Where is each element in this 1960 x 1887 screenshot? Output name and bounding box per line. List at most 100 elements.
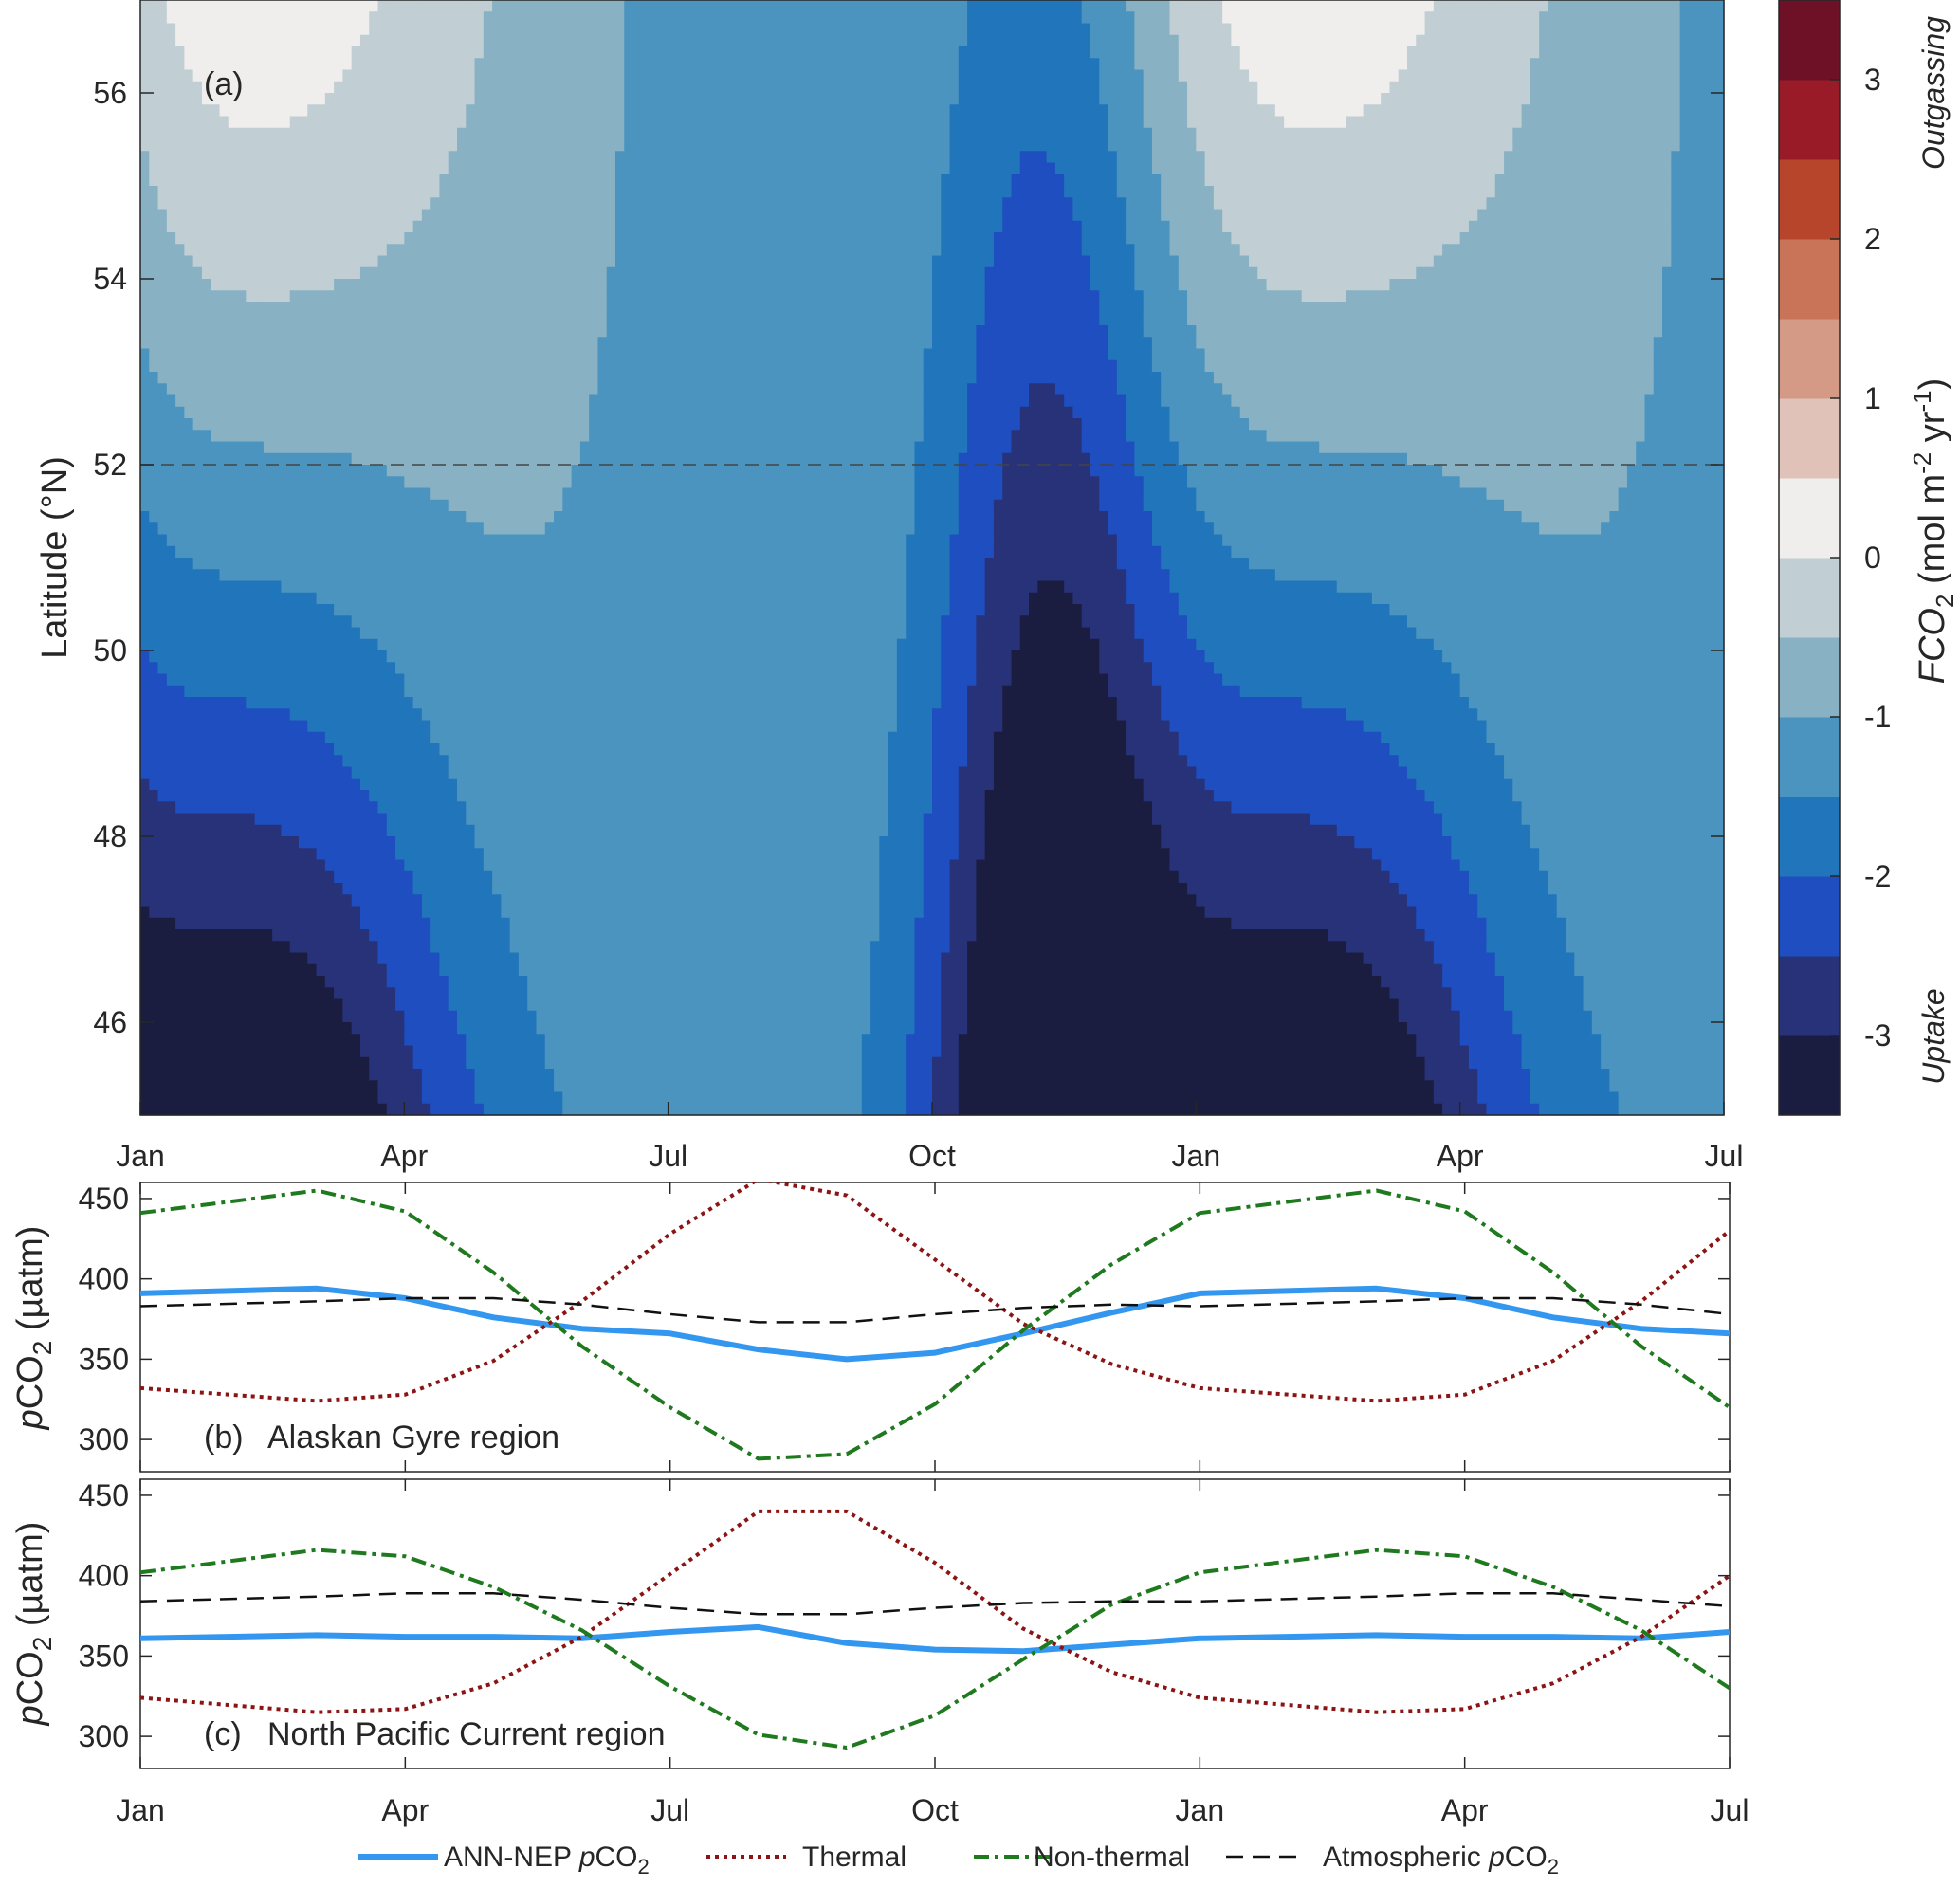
contour-cell — [307, 860, 317, 872]
contour-cell — [545, 117, 555, 129]
contour-cell — [519, 929, 528, 942]
contour-cell — [220, 801, 229, 814]
contour-cell — [439, 871, 449, 884]
contour-cell — [449, 615, 458, 628]
contour-cell — [237, 232, 247, 245]
contour-cell — [589, 186, 598, 198]
contour-cell — [492, 383, 502, 395]
contour-cell — [255, 244, 265, 256]
contour-cell — [449, 522, 458, 535]
contour-cell — [484, 1022, 493, 1035]
contour-cell — [510, 476, 520, 488]
contour-cell — [264, 1057, 273, 1070]
contour-cell — [501, 93, 510, 105]
contour-cell — [554, 1057, 563, 1070]
contour-cell — [457, 1069, 467, 1081]
contour-cell — [492, 871, 502, 884]
contour-cell — [475, 825, 485, 837]
contour-cell — [167, 708, 176, 721]
contour-cell — [246, 894, 255, 907]
contour-cell — [545, 639, 555, 651]
contour-cell — [510, 953, 520, 965]
contour-cell — [202, 721, 211, 733]
contour-cell — [545, 755, 555, 767]
contour-cell — [317, 139, 326, 152]
contour-cell — [220, 1080, 229, 1092]
contour-cell — [430, 708, 440, 721]
contour-cell — [378, 1011, 388, 1023]
contour-cell — [439, 1034, 449, 1046]
contour-cell — [272, 801, 282, 814]
contour-cell — [545, 104, 555, 117]
contour-cell — [378, 999, 388, 1012]
contour-cell — [175, 210, 185, 222]
contour-cell — [202, 871, 211, 884]
contour-cell — [193, 535, 203, 547]
contour-cell — [501, 1011, 510, 1023]
contour-cell — [589, 755, 598, 767]
contour-cell — [220, 488, 229, 501]
contour-cell — [317, 697, 326, 709]
contour-cell — [562, 871, 572, 884]
contour-cell — [237, 407, 247, 419]
contour-cell — [246, 732, 255, 744]
contour-cell — [140, 314, 150, 326]
contour-cell — [537, 407, 546, 419]
contour-cell — [342, 325, 352, 338]
contour-cell — [211, 999, 220, 1012]
contour-cell — [272, 999, 282, 1012]
contour-cell — [589, 581, 598, 594]
contour-cell — [334, 860, 343, 872]
contour-cell — [378, 697, 388, 709]
contour-cell — [264, 1069, 273, 1081]
contour-cell — [184, 465, 193, 477]
contour-cell — [562, 128, 572, 140]
contour-cell — [334, 1022, 343, 1035]
contour-cell — [466, 814, 475, 826]
contour-cell — [554, 569, 563, 581]
contour-cell — [510, 825, 520, 837]
contour-cell — [466, 558, 475, 570]
contour-cell — [404, 465, 413, 477]
contour-cell — [510, 151, 520, 163]
contour-cell — [369, 755, 378, 767]
contour-cell — [325, 593, 335, 605]
contour-cell — [475, 546, 485, 559]
contour-cell — [510, 500, 520, 512]
contour-cell — [404, 0, 413, 12]
contour-cell — [281, 907, 290, 919]
contour-cell — [527, 290, 537, 302]
contour-cell — [211, 1092, 220, 1105]
contour-cell — [325, 546, 335, 559]
contour-cell — [220, 732, 229, 744]
contour-cell — [545, 186, 555, 198]
contour-cell — [334, 987, 343, 999]
contour-cell — [272, 650, 282, 663]
contour-cell — [501, 232, 510, 245]
contour-cell — [510, 697, 520, 709]
contour-cell — [140, 128, 150, 140]
contour-cell — [272, 442, 282, 454]
contour-cell — [211, 883, 220, 895]
contour-cell — [360, 522, 370, 535]
contour-cell — [492, 117, 502, 129]
contour-cell — [562, 674, 572, 687]
contour-cell — [211, 232, 220, 245]
contour-cell — [519, 650, 528, 663]
contour-cell — [202, 197, 211, 210]
contour-cell — [378, 407, 388, 419]
contour-cell — [545, 836, 555, 849]
contour-cell — [510, 267, 520, 280]
contour-cell — [167, 325, 176, 338]
contour-cell — [307, 35, 317, 47]
contour-cell — [457, 163, 467, 175]
contour-cell — [220, 302, 229, 315]
contour-cell — [272, 314, 282, 326]
contour-cell — [510, 767, 520, 779]
contour-cell — [149, 290, 158, 302]
contour-cell — [307, 221, 317, 233]
contour-cell — [299, 1034, 308, 1046]
contour-cell — [439, 1069, 449, 1081]
contour-cell — [140, 395, 150, 408]
contour-cell — [193, 662, 203, 674]
